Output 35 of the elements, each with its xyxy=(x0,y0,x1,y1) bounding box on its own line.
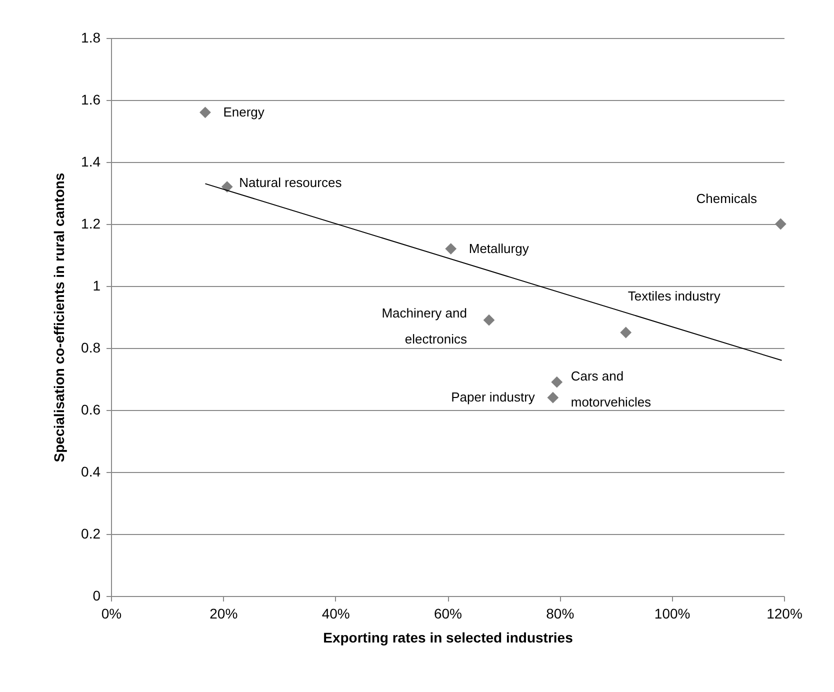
x-tick-label: 0% xyxy=(101,606,122,622)
x-tick-label: 40% xyxy=(322,606,350,622)
point xyxy=(551,376,563,388)
annotation: Metallurgy xyxy=(468,240,530,256)
point xyxy=(483,314,495,326)
y-tick-label: 1.8 xyxy=(81,30,101,46)
y-tick-label: 0.8 xyxy=(81,340,101,356)
y-tick-label: 0 xyxy=(92,588,101,604)
x-tick-label: 80% xyxy=(546,606,574,622)
annotation: Paper industry xyxy=(451,390,536,405)
x-tick-label: 120% xyxy=(766,606,802,622)
annotation: Machinery and electronics xyxy=(382,306,468,347)
x-tick-label: 100% xyxy=(654,606,690,622)
point xyxy=(774,218,786,230)
point xyxy=(200,106,211,118)
x-tick-label: 60% xyxy=(434,606,462,622)
annotation: Natural resources xyxy=(239,174,342,190)
x-tick-label: 20% xyxy=(210,606,238,622)
y-tick-label: 1.2 xyxy=(81,216,101,232)
y-tick-label: 1.4 xyxy=(81,154,101,170)
y-tick-label: 0.2 xyxy=(81,526,101,542)
y-tick-label: 0.6 xyxy=(81,402,101,418)
annotation: Cars and motorvehicles xyxy=(570,368,652,410)
y-tick-label: 0.4 xyxy=(81,464,101,480)
annotation: Chemicals xyxy=(696,191,758,206)
annotation: Textiles industry xyxy=(628,288,721,304)
point xyxy=(620,326,632,338)
x-axis-title: Exporting rates in selected industries xyxy=(323,630,574,646)
y-tick-label: 1 xyxy=(92,278,101,294)
annotation: Energy xyxy=(223,104,265,120)
point xyxy=(221,181,233,192)
point xyxy=(547,392,559,404)
y-axis-title: Specialisation co-efficients in rural cantons xyxy=(51,172,68,462)
y-tick-label: 1.6 xyxy=(81,92,101,108)
point xyxy=(445,243,457,254)
